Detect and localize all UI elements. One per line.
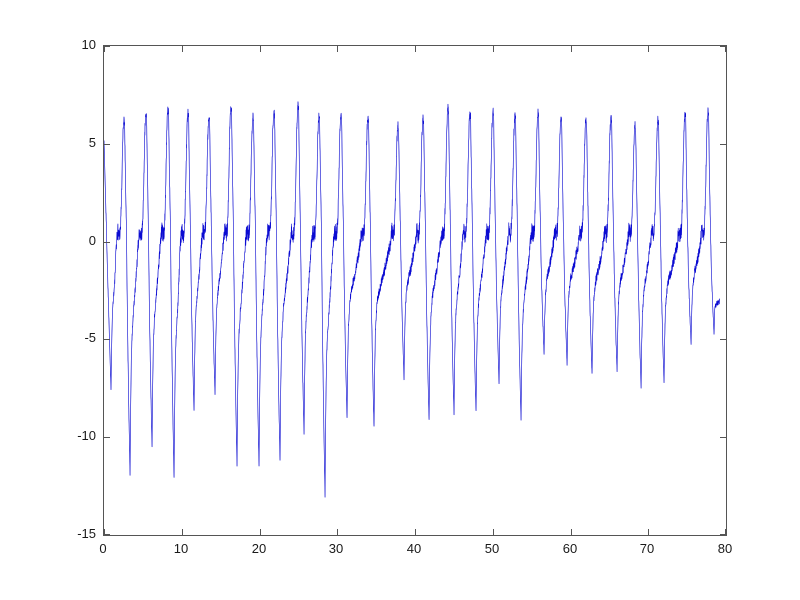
y-axis-tick <box>104 534 110 535</box>
x-axis-tick <box>182 529 183 535</box>
y-axis-tick-label: -10 <box>77 428 96 443</box>
x-axis-tick-label: 0 <box>99 541 107 556</box>
x-axis-tick-mirror <box>260 46 261 52</box>
x-axis-tick-label: 60 <box>562 541 578 556</box>
x-axis-tick-label: 50 <box>484 541 500 556</box>
x-axis-tick-mirror <box>415 46 416 52</box>
y-axis-tick <box>104 46 110 47</box>
y-axis-tick-mirror <box>720 339 726 340</box>
x-axis-tick-mirror <box>725 46 726 52</box>
y-axis-tick <box>104 437 110 438</box>
x-axis-tick <box>571 529 572 535</box>
x-axis-tick-label: 70 <box>639 541 655 556</box>
y-axis-tick-mirror <box>720 242 726 243</box>
x-axis-tick <box>648 529 649 535</box>
x-axis-tick <box>493 529 494 535</box>
y-axis-tick-label: 10 <box>81 37 96 52</box>
x-axis-tick <box>725 529 726 535</box>
signal-trace <box>104 46 726 535</box>
x-axis-tick-mirror <box>493 46 494 52</box>
x-axis-tick-label: 30 <box>328 541 344 556</box>
x-axis-tick-label: 10 <box>173 541 189 556</box>
x-axis-tick-label: 40 <box>406 541 422 556</box>
x-axis-tick <box>260 529 261 535</box>
y-axis-tick-label: 5 <box>88 135 96 150</box>
y-axis-tick-mirror <box>720 46 726 47</box>
y-axis-tick <box>104 339 110 340</box>
y-axis-tick <box>104 242 110 243</box>
x-axis-tick <box>337 529 338 535</box>
y-axis-tick <box>104 144 110 145</box>
y-axis-tick-mirror <box>720 437 726 438</box>
x-axis-tick-mirror <box>104 46 105 52</box>
x-axis-tick-mirror <box>337 46 338 52</box>
y-axis-tick-label: 0 <box>88 233 96 248</box>
x-axis-tick-label: 20 <box>251 541 267 556</box>
y-axis-tick-label: -15 <box>77 526 96 541</box>
y-axis-tick-mirror <box>720 144 726 145</box>
x-axis-tick-mirror <box>182 46 183 52</box>
x-axis-tick-mirror <box>648 46 649 52</box>
x-axis-tick-label: 80 <box>717 541 733 556</box>
x-axis-tick <box>104 529 105 535</box>
x-axis-tick <box>415 529 416 535</box>
y-axis-tick-label: -5 <box>84 330 96 345</box>
y-axis-tick-mirror <box>720 534 726 535</box>
plot-area <box>103 45 727 536</box>
x-axis-tick-mirror <box>571 46 572 52</box>
